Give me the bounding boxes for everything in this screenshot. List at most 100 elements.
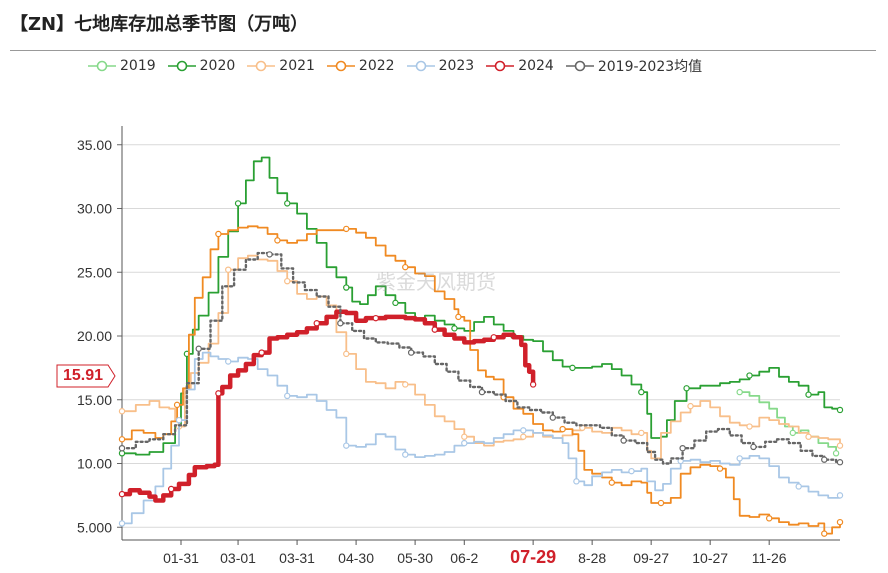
legend-item-0[interactable]: 2019 [88, 58, 156, 74]
y-tick-label: 35.00 [77, 137, 112, 153]
series-point-2019-2023均值 [750, 443, 757, 451]
legend-label: 2022 [358, 58, 395, 74]
watermark-text: 紫金天风期货 [376, 270, 496, 294]
series-point-2019-2023均值 [620, 437, 627, 444]
series-point-2022 [173, 401, 181, 409]
x-tick-label: 09-27 [633, 550, 669, 566]
series-point-2019-2023均值 [549, 414, 557, 421]
series-point-2023 [836, 492, 844, 499]
x-tick-label: 07-29 [510, 547, 556, 567]
current-value-badge: 15.91 [56, 364, 116, 388]
series-point-2019-2023均值 [478, 388, 486, 396]
series-point-2019 [736, 388, 743, 396]
legend-label: 2024 [518, 58, 554, 74]
series-point-2021 [638, 429, 645, 437]
series-line-2024 [119, 309, 536, 503]
legend-item-5[interactable]: 2024 [486, 58, 554, 74]
series-point-2021 [343, 350, 350, 358]
legend-label: 2020 [199, 58, 236, 74]
series-point-2022 [343, 225, 350, 233]
series-point-2020 [118, 450, 126, 457]
x-tick-label: 06-2 [450, 550, 478, 566]
series-point-2019-2023均值 [266, 251, 273, 258]
y-tick-label: 20.00 [77, 328, 112, 344]
x-tick-label: 01-31 [163, 550, 199, 566]
series-point-2020 [836, 406, 844, 414]
x-tick-label: 03-31 [279, 550, 315, 566]
legend-item-3[interactable]: 2022 [326, 58, 395, 74]
title-divider [10, 50, 876, 51]
series-point-2022 [821, 530, 828, 537]
series-point-2019-2023均值 [118, 445, 126, 452]
series-point-2023 [573, 478, 580, 485]
current-value-badge-shape [56, 364, 116, 388]
legend-item-4[interactable]: 2023 [406, 58, 475, 74]
series-point-2023 [736, 455, 743, 462]
series-point-2023 [118, 520, 126, 527]
legend-marker-icon [326, 60, 355, 72]
series-point-2021 [402, 381, 409, 388]
series-point-2020 [234, 200, 242, 207]
y-tick-label: 10.00 [77, 456, 112, 472]
chart-legend: 2019 2020 2021 2022 2023 2024 2019-2023均值 [88, 56, 702, 76]
series-point-2023 [175, 416, 183, 424]
series-point-2020 [638, 388, 645, 396]
series-point-2020 [569, 364, 576, 372]
series-point-2022 [118, 436, 126, 443]
series-point-2022 [455, 313, 462, 321]
series-point-2024 [529, 381, 537, 388]
series-point-2020 [805, 391, 812, 398]
series-point-2024 [313, 320, 320, 327]
legend-marker-icon [565, 60, 594, 72]
legend-marker-icon [167, 60, 196, 72]
series-point-2022 [402, 263, 409, 271]
series-point-2021 [461, 433, 468, 440]
legend-label: 2021 [279, 58, 315, 74]
series-point-2023 [628, 467, 635, 475]
series-line-2023 [121, 351, 841, 525]
series-point-2021 [746, 423, 753, 430]
series-point-2021 [284, 277, 291, 285]
legend-label: 2023 [438, 58, 475, 74]
x-tick-label: 05-30 [397, 550, 433, 566]
series-point-2019-2023均值 [337, 320, 344, 327]
series-point-2023 [225, 358, 232, 365]
series-point-2019-2023均值 [195, 345, 202, 352]
series-point-2024 [490, 334, 497, 341]
series-point-2024 [258, 349, 265, 356]
series-point-2021 [225, 266, 232, 273]
series-point-2024 [215, 390, 222, 397]
series-point-2023 [461, 439, 468, 447]
legend-item-6[interactable]: 2019-2023均值 [565, 56, 703, 76]
series-line-2022 [121, 225, 841, 535]
x-tick-label: 10-27 [692, 550, 728, 566]
series-point-2022 [836, 518, 844, 526]
series-point-2021 [118, 408, 126, 415]
series-point-2019 [789, 429, 796, 437]
series-point-2022 [608, 479, 616, 486]
legend-item-2[interactable]: 2021 [247, 58, 315, 74]
series-point-2024 [118, 490, 126, 498]
series-point-2021 [687, 402, 694, 410]
series-point-2024 [167, 485, 175, 493]
legend-item-1[interactable]: 2020 [167, 58, 236, 74]
series-point-2020 [284, 200, 291, 207]
series-point-2019-2023均值 [836, 459, 844, 466]
series-point-2023 [795, 483, 802, 490]
series-point-2022 [657, 499, 665, 507]
x-tick-label: 03-01 [220, 550, 256, 566]
series-point-2020 [343, 284, 350, 291]
current-value-label: 15.91 [62, 367, 104, 384]
series-point-2019-2023均值 [407, 349, 415, 356]
series-point-2020 [451, 325, 458, 332]
x-tick-label: 11-26 [752, 550, 787, 566]
legend-label: 2019 [120, 58, 156, 74]
legend-label: 2019-2023均值 [597, 59, 703, 75]
series-point-2020 [392, 299, 399, 307]
chart-title: 【ZN】七地库存加总季节图（万吨） [10, 14, 309, 35]
legend-marker-icon [88, 60, 116, 72]
series-point-2020 [746, 372, 753, 379]
series-point-2023 [343, 442, 350, 449]
series-point-2021 [805, 433, 812, 440]
series-point-2022 [716, 465, 724, 472]
